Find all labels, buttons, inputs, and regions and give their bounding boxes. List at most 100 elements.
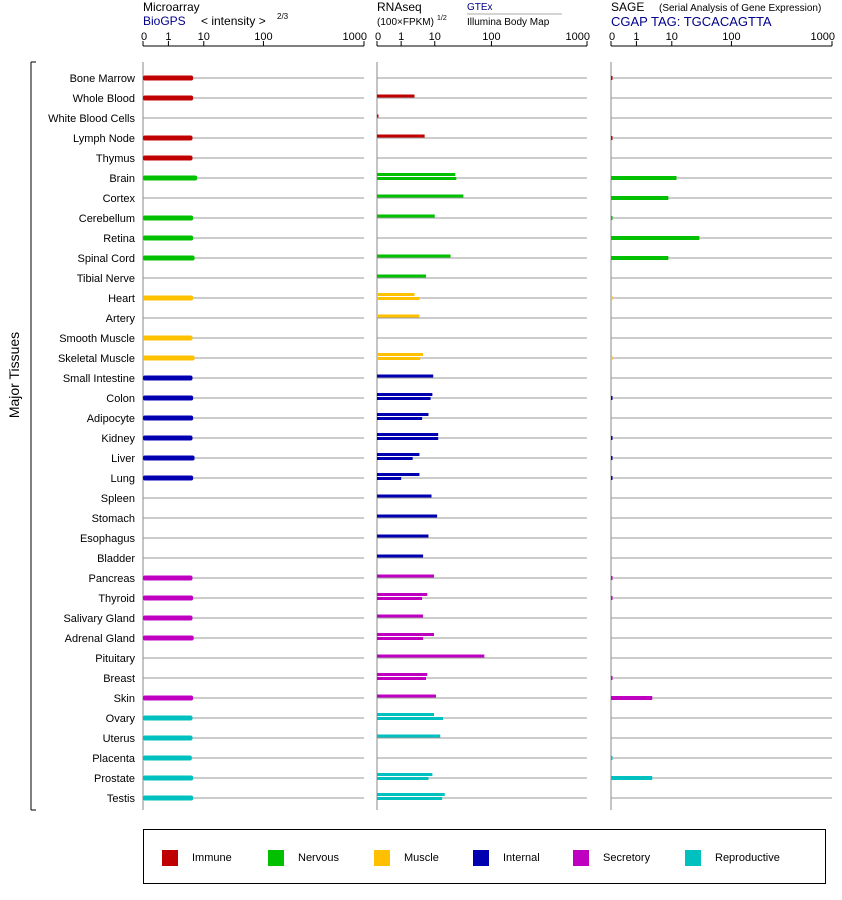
tissue-label: Pancreas xyxy=(89,573,136,585)
tissue-label: Whole Blood xyxy=(73,93,135,105)
bar-rnaseq xyxy=(377,574,435,578)
bar-rnaseq xyxy=(377,713,435,716)
panel-link2-rnaseq: Illumina Body Map xyxy=(467,17,550,28)
panel-link-sage: CGAP TAG: TGCACAGTTA xyxy=(611,14,772,29)
panel-title-microarray: Microarray xyxy=(143,0,200,14)
tissue-label: Adipocyte xyxy=(87,413,135,425)
bar-microarray xyxy=(143,415,194,421)
tissue-label: Liver xyxy=(111,453,135,465)
panel-subtitle-exp-microarray: 2/3 xyxy=(277,12,289,21)
tissue-label: Prostate xyxy=(94,773,135,785)
bar-microarray xyxy=(143,355,195,361)
bar-sage xyxy=(611,296,613,300)
panel-link-rnaseq: GTEx xyxy=(467,2,493,13)
bar-sage xyxy=(611,436,613,440)
bar-microarray xyxy=(143,375,193,381)
bar-rnaseq xyxy=(377,114,379,118)
bar-rnaseq xyxy=(377,314,420,318)
bar-rnaseq xyxy=(377,457,413,460)
legend-label: Reproductive xyxy=(715,852,780,864)
tissue-label: Skin xyxy=(114,693,135,705)
bar-microarray xyxy=(143,715,193,721)
bar-microarray xyxy=(143,235,194,241)
bar-sage xyxy=(611,576,613,580)
tissue-label: Retina xyxy=(103,233,136,245)
tissue-label: Testis xyxy=(107,793,136,805)
tissue-label: Skeletal Muscle xyxy=(58,353,135,365)
bar-rnaseq xyxy=(377,453,420,456)
bar-rnaseq xyxy=(377,473,420,476)
bar-rnaseq xyxy=(377,734,441,738)
bar-microarray xyxy=(143,455,195,461)
bar-sage xyxy=(611,456,613,460)
x-tick-label: 10 xyxy=(666,31,678,43)
legend-item-reproductive: Reproductive xyxy=(685,850,780,866)
bar-microarray xyxy=(143,595,194,601)
tissue-label: Cortex xyxy=(103,193,136,205)
tissue-label: Bladder xyxy=(97,553,135,565)
bar-sage xyxy=(611,676,613,680)
bar-rnaseq xyxy=(377,597,423,600)
bar-rnaseq xyxy=(377,793,445,796)
bar-microarray xyxy=(143,175,198,181)
bar-microarray xyxy=(143,755,192,761)
tissue-label: Kidney xyxy=(101,433,135,445)
bar-rnaseq xyxy=(377,214,435,218)
tissue-label: Thyroid xyxy=(98,593,135,605)
tissue-label: Thymus xyxy=(96,153,136,165)
bar-rnaseq xyxy=(377,177,457,180)
x-tick-label: 1000 xyxy=(811,31,835,43)
panel-subtitle-sage: (Serial Analysis of Gene Expression) xyxy=(659,3,821,14)
bar-sage xyxy=(611,216,613,220)
legend-item-internal: Internal xyxy=(473,850,540,866)
bar-rnaseq xyxy=(377,353,424,356)
bar-rnaseq xyxy=(377,437,439,440)
bar-microarray xyxy=(143,575,193,581)
panel-title-sage: SAGE xyxy=(611,0,644,14)
bar-microarray xyxy=(143,135,193,141)
bar-sage xyxy=(611,256,669,260)
bar-rnaseq xyxy=(377,374,434,378)
panel-link-microarray: BioGPS xyxy=(143,14,186,28)
tissue-label: Breast xyxy=(103,673,135,685)
tissue-label: Small Intestine xyxy=(63,373,135,385)
bar-sage xyxy=(611,696,653,700)
bar-rnaseq xyxy=(377,514,438,518)
legend-swatch xyxy=(374,850,390,866)
bar-sage xyxy=(611,596,613,600)
bar-rnaseq xyxy=(377,397,431,400)
tissue-label: Ovary xyxy=(106,713,136,725)
bar-microarray xyxy=(143,635,194,641)
x-tick-label: 0 xyxy=(375,31,381,43)
bar-rnaseq xyxy=(377,494,432,498)
x-tick-label: 100 xyxy=(722,31,740,43)
bar-rnaseq xyxy=(377,357,421,360)
legend-item-nervous: Nervous xyxy=(268,850,339,866)
bar-rnaseq xyxy=(377,777,429,780)
tissue-label: Lymph Node xyxy=(73,133,135,145)
bar-rnaseq xyxy=(377,413,429,416)
bar-sage xyxy=(611,196,669,200)
y-axis-label: Major Tissues xyxy=(6,332,22,418)
bar-microarray xyxy=(143,615,193,621)
bar-sage xyxy=(611,176,677,180)
bar-microarray xyxy=(143,735,193,741)
x-tick-label: 0 xyxy=(609,31,615,43)
tissue-label: Salivary Gland xyxy=(63,613,135,625)
legend: Immune Nervous Muscle Internal Secretory Repr… xyxy=(143,829,826,884)
bar-rnaseq xyxy=(377,534,429,538)
bar-rnaseq xyxy=(377,433,439,436)
bar-rnaseq xyxy=(377,274,427,278)
legend-label: Secretory xyxy=(603,852,651,864)
tissue-label: Placenta xyxy=(92,753,136,765)
tissue-label: Bone Marrow xyxy=(70,73,135,85)
legend-swatch xyxy=(162,850,178,866)
bar-rnaseq xyxy=(377,614,424,618)
bar-microarray xyxy=(143,75,194,81)
bar-sage xyxy=(611,476,613,480)
x-tick-label: 1000 xyxy=(343,31,367,43)
panel-subtitle-rnaseq: (100×FPKM) xyxy=(377,17,434,28)
x-tick-label: 1 xyxy=(165,31,171,43)
tissue-label: Cerebellum xyxy=(79,213,135,225)
